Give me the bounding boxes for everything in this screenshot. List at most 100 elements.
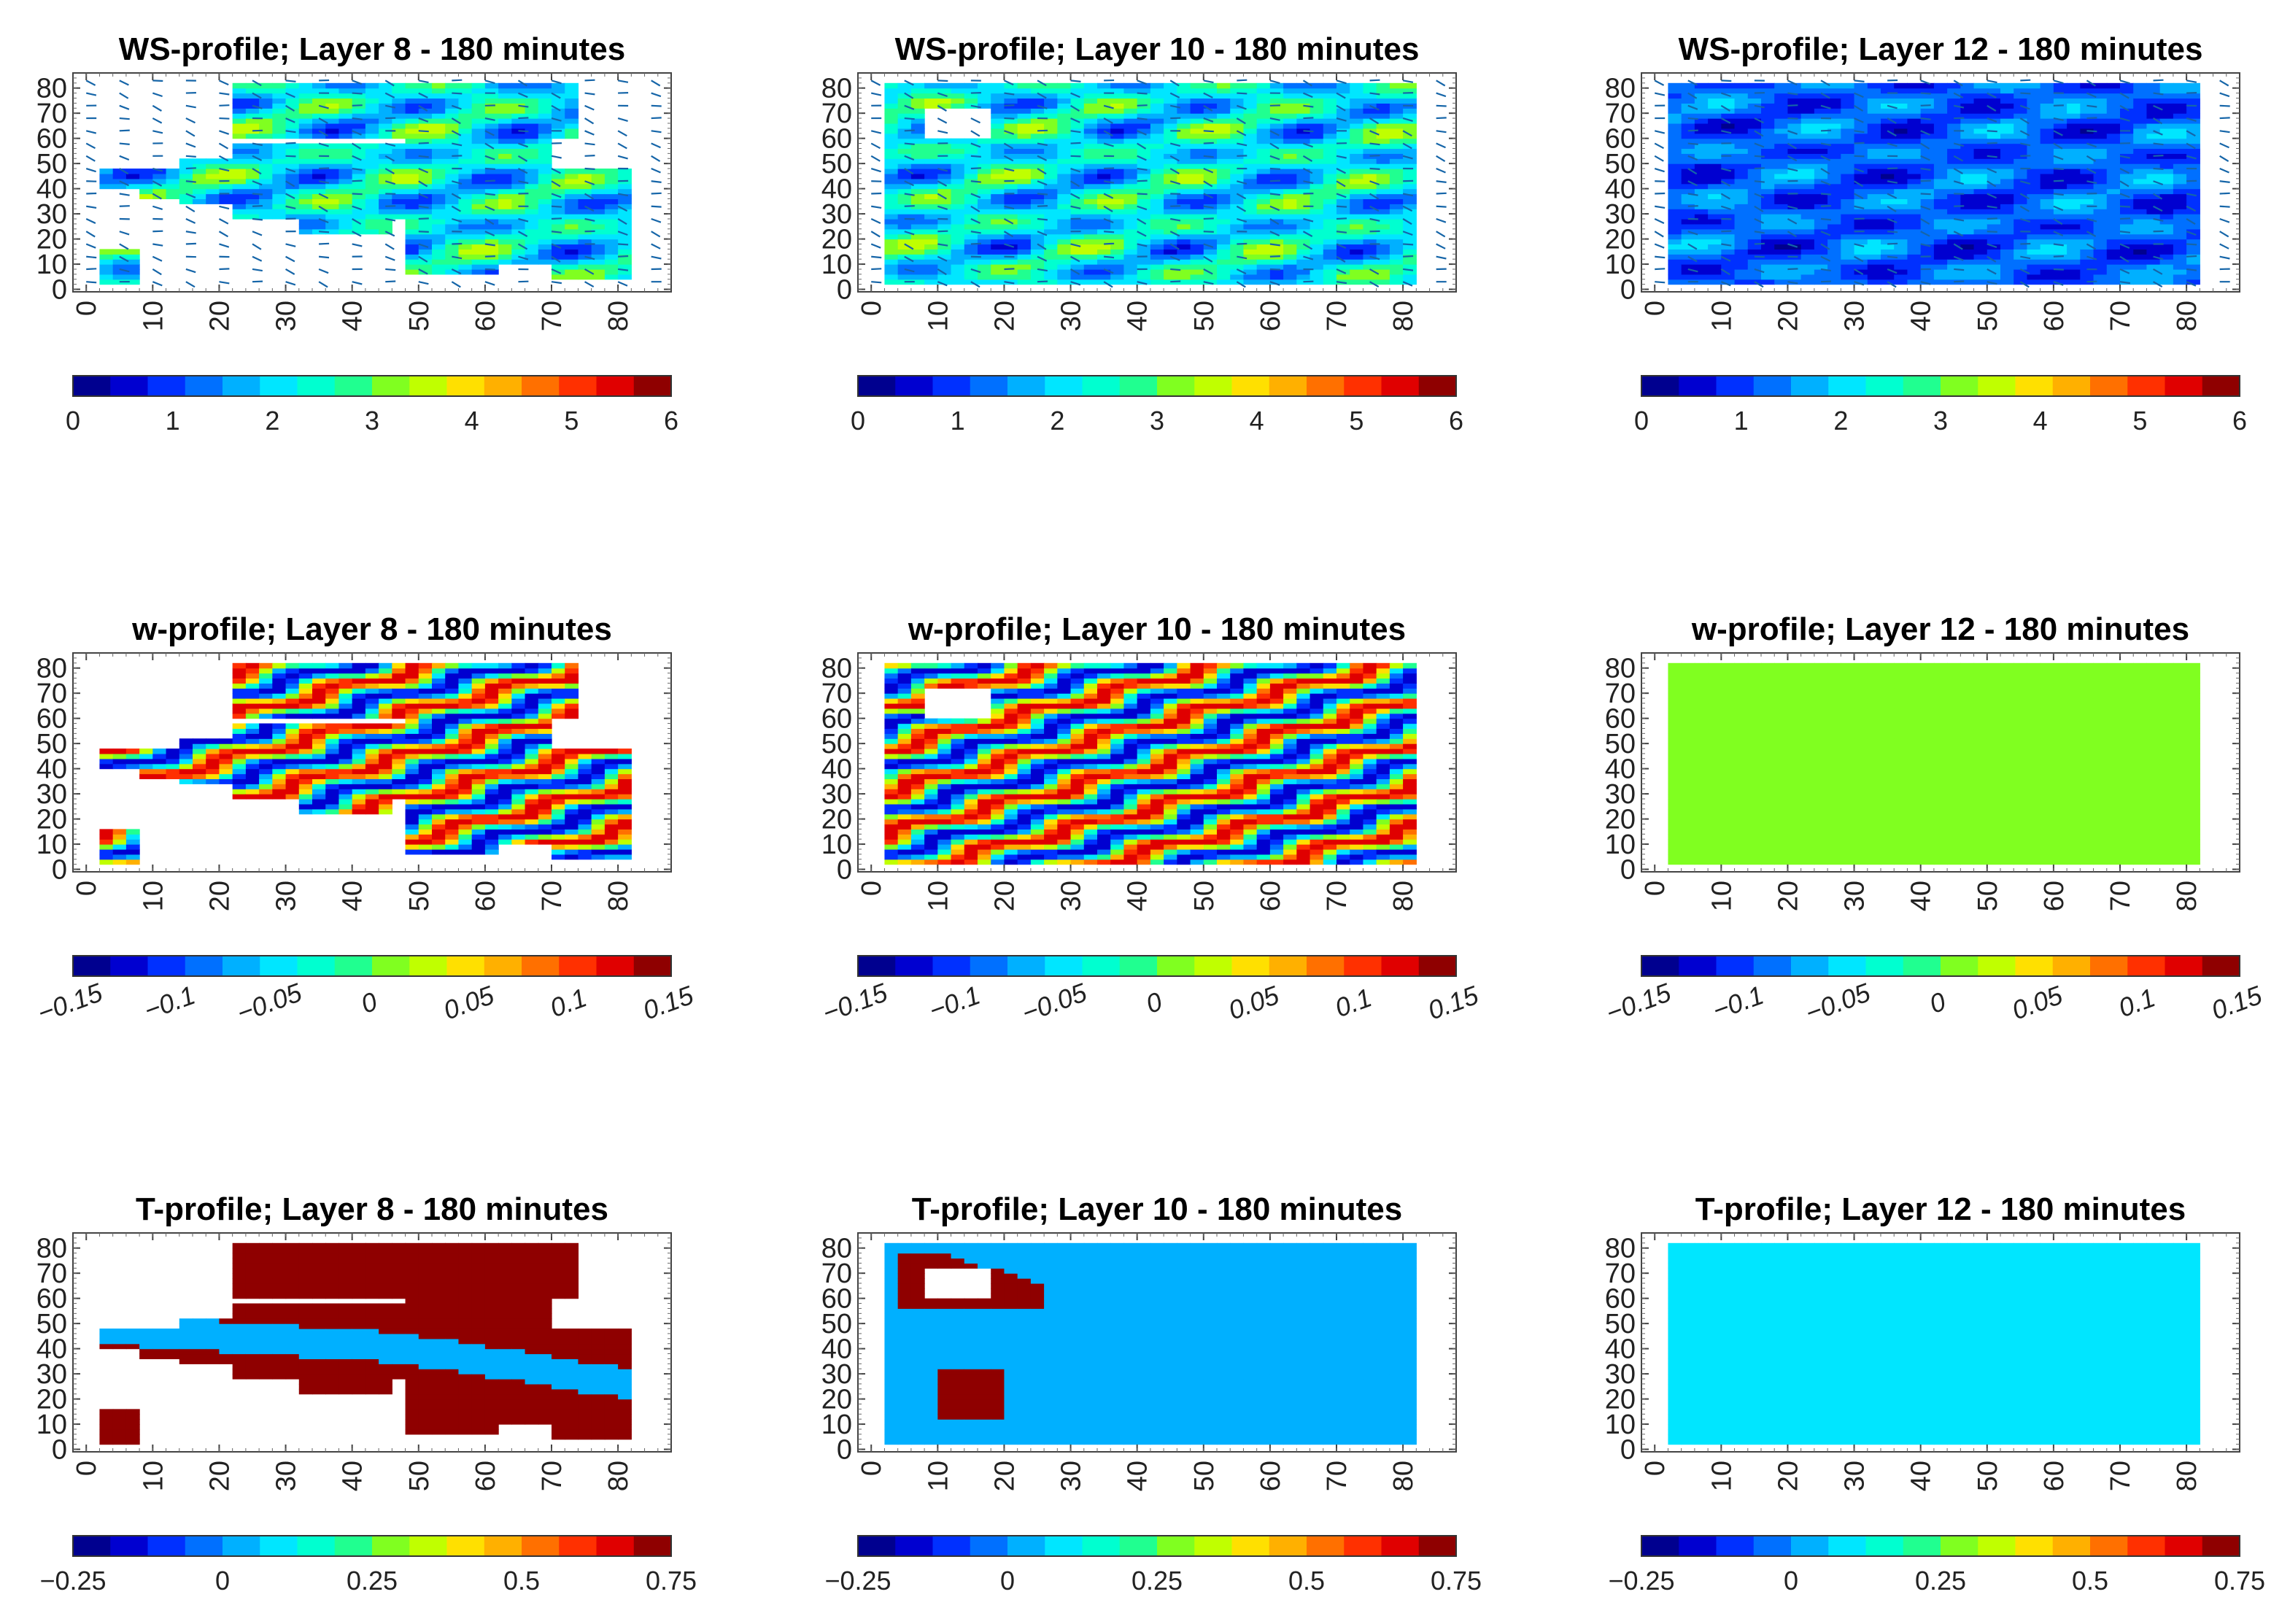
heatmap-cell xyxy=(1894,219,1908,225)
heatmap-cell xyxy=(1867,148,1881,154)
heatmap-cell xyxy=(1350,163,1364,169)
heatmap-cell xyxy=(1933,143,1948,150)
vector-arrow xyxy=(1402,193,1414,197)
heatmap-cell xyxy=(1800,268,1815,275)
heatmap-cell xyxy=(1827,259,1841,265)
heatmap-cell xyxy=(991,148,1005,154)
heatmap-cell xyxy=(1323,214,1337,220)
heatmap-cell xyxy=(1867,239,1881,245)
heatmap-cell xyxy=(1057,169,1072,174)
heatmap-cell xyxy=(910,264,925,270)
heatmap-cell xyxy=(471,138,486,144)
heatmap-cell xyxy=(1827,98,1841,104)
heatmap-cell xyxy=(432,158,446,164)
heatmap-cell xyxy=(1894,143,1908,150)
vector-arrow xyxy=(352,80,363,85)
vector-arrow xyxy=(1003,218,1014,225)
heatmap-cell xyxy=(1668,82,1682,89)
heatmap-cell xyxy=(964,98,978,104)
heatmap-cell xyxy=(432,264,446,270)
vector-arrow xyxy=(970,193,981,198)
heatmap-cell xyxy=(1854,249,1868,255)
heatmap-cell xyxy=(1841,198,1855,204)
heatmap-cell xyxy=(1881,188,1895,195)
heatmap-cell xyxy=(1800,153,1815,159)
heatmap-cell xyxy=(525,82,539,89)
heatmap-cell xyxy=(365,214,379,220)
heatmap-cell xyxy=(1337,214,1350,220)
vector-arrow xyxy=(1070,167,1081,173)
heatmap-cell xyxy=(591,244,606,250)
heatmap-cell xyxy=(1987,108,2001,114)
y-tick-label: 50 xyxy=(821,149,852,179)
heatmap-cell xyxy=(951,249,965,255)
heatmap-cell xyxy=(1960,274,1975,280)
heatmap-cell xyxy=(1894,183,1908,190)
heatmap-cell xyxy=(991,249,1005,255)
heatmap-cell xyxy=(1097,93,1111,99)
heatmap-cell xyxy=(1083,138,1098,144)
vector-arrow xyxy=(152,104,162,112)
heatmap-cell xyxy=(1973,214,1988,220)
heatmap-cell xyxy=(1217,254,1231,260)
heatmap-cell xyxy=(193,173,206,179)
heatmap-cell xyxy=(1283,103,1297,109)
heatmap-cell xyxy=(2014,183,2028,190)
vector-arrow xyxy=(617,218,627,225)
vector-arrow xyxy=(85,155,96,162)
heatmap-cell xyxy=(1083,254,1098,260)
vector-arrow xyxy=(1004,92,1015,96)
heatmap-cell xyxy=(1350,198,1364,204)
heatmap-cell xyxy=(1164,239,1177,245)
heatmap-cell xyxy=(1217,228,1231,235)
heatmap-cell xyxy=(1854,98,1868,104)
heatmap-cell xyxy=(1708,163,1722,169)
colorbar-segment xyxy=(409,376,447,396)
heatmap-cell xyxy=(405,233,419,240)
heatmap-cell xyxy=(1203,279,1218,285)
heatmap-cell xyxy=(578,193,592,200)
heatmap-cell xyxy=(1177,239,1191,245)
heatmap-cell xyxy=(1230,209,1245,214)
heatmap-cell xyxy=(1814,113,1828,119)
heatmap-cell xyxy=(978,259,991,265)
heatmap-cell xyxy=(565,82,579,89)
vector-arrow xyxy=(904,92,914,99)
vector-arrow xyxy=(518,142,528,148)
heatmap-cell xyxy=(365,88,379,94)
heatmap-cell xyxy=(1310,98,1324,104)
heatmap-cell xyxy=(471,178,486,185)
heatmap-cell xyxy=(1310,249,1324,255)
heatmap-cell xyxy=(1110,204,1125,209)
heatmap-cell xyxy=(1269,123,1284,129)
heatmap-cell xyxy=(471,108,486,114)
heatmap-cell xyxy=(2080,133,2094,139)
heatmap-cell xyxy=(1854,204,1868,209)
vector-arrow xyxy=(1269,117,1280,121)
heatmap-cell xyxy=(1137,113,1151,119)
vector-arrow xyxy=(352,231,362,237)
vector-arrow xyxy=(904,180,914,187)
heatmap-cell xyxy=(1177,264,1191,270)
heatmap-cell xyxy=(1310,274,1324,280)
heatmap-cell xyxy=(2080,198,2094,204)
heatmap-cell xyxy=(1230,148,1245,154)
heatmap-cell xyxy=(1230,183,1245,190)
heatmap-cell xyxy=(445,113,460,119)
heatmap-cell xyxy=(1960,209,1975,214)
heatmap-cell xyxy=(1243,198,1258,204)
heatmap-cell xyxy=(1960,88,1975,94)
heatmap-cell xyxy=(1363,173,1377,179)
heatmap-cell xyxy=(1827,178,1841,185)
heatmap-cell xyxy=(405,113,419,119)
heatmap-cell xyxy=(1190,93,1204,99)
heatmap-cell xyxy=(392,153,406,159)
heatmap-cell xyxy=(1243,98,1258,104)
heatmap-cell xyxy=(1694,209,1709,214)
heatmap-cell xyxy=(1854,163,1868,169)
heatmap-cell xyxy=(365,188,379,195)
heatmap-cell xyxy=(1376,274,1390,280)
x-tick-label: 0 xyxy=(71,301,102,316)
heatmap-cell xyxy=(1217,259,1231,265)
heatmap-cell xyxy=(1933,239,1948,245)
